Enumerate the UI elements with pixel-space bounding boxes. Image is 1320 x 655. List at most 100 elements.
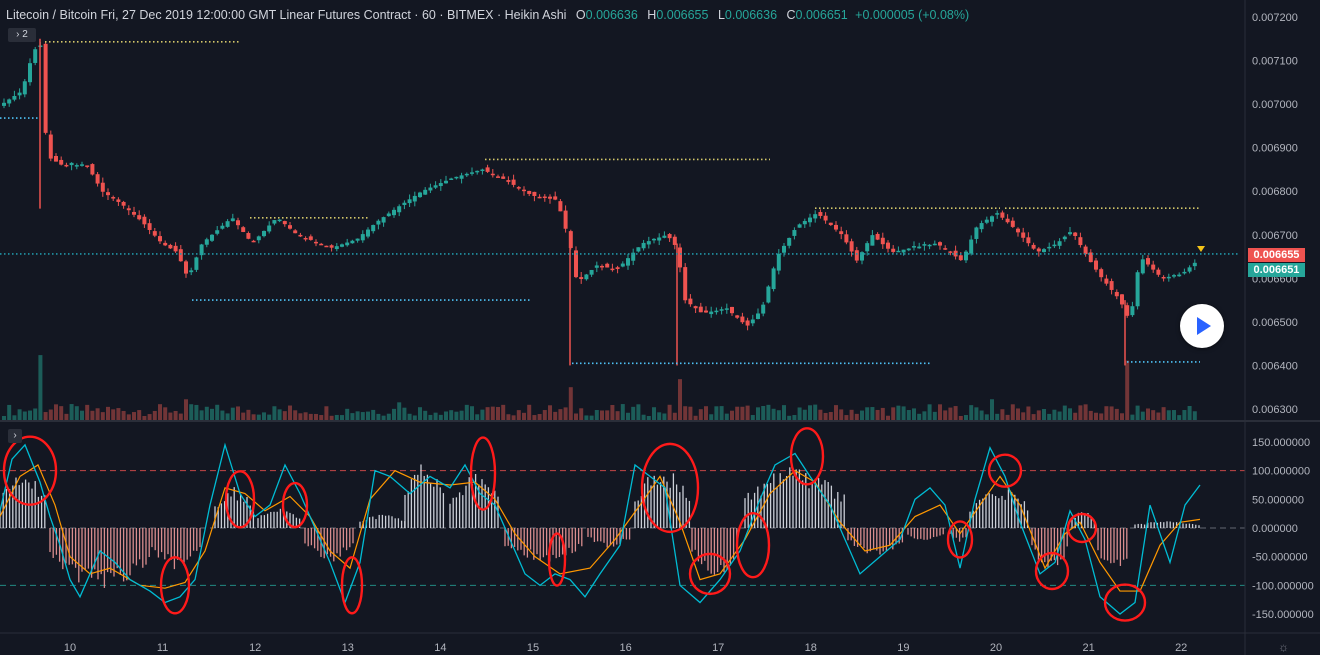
candle-body [693, 306, 698, 309]
candle-body [230, 218, 235, 222]
volume-bar [28, 410, 32, 420]
oscillator-tick-label: 0.000000 [1252, 523, 1298, 535]
gear-icon[interactable]: ☼ [1278, 640, 1289, 654]
time-tick-label: 14 [434, 642, 446, 654]
volume-bar [308, 413, 313, 420]
candle-body [901, 249, 906, 253]
candle-body [1151, 264, 1156, 270]
candle-body [558, 201, 563, 212]
volume-bar [33, 408, 38, 420]
candle-body [865, 243, 870, 252]
candle-body [381, 217, 386, 223]
volume-bar [74, 406, 79, 420]
volume-bar [345, 408, 350, 420]
candle-body [256, 236, 261, 241]
volume-bar [766, 404, 771, 420]
volume-bar [1114, 408, 1119, 420]
candle-body [298, 234, 303, 237]
volume-bar [1083, 404, 1088, 420]
price-tick-label: 0.007200 [1252, 12, 1298, 24]
candle-body [1078, 237, 1083, 246]
volume-bar [95, 408, 100, 420]
candle-body [220, 225, 225, 229]
time-tick-label: 12 [249, 642, 261, 654]
volume-bar [865, 407, 870, 420]
volume-bar [823, 412, 828, 420]
candle-body [272, 220, 277, 224]
candle-body [979, 223, 984, 230]
annotation-circle [688, 552, 732, 596]
play-icon[interactable] [1180, 304, 1224, 348]
volume-bar [178, 413, 183, 420]
volume-bar [90, 410, 95, 420]
candle-body [1140, 259, 1145, 274]
volume-bar [168, 412, 173, 420]
time-tick-label: 16 [619, 642, 631, 654]
candle-body [402, 202, 407, 206]
candle-body [371, 225, 376, 232]
candle-body [532, 191, 537, 196]
volume-bar [433, 412, 438, 420]
candle-body [1114, 291, 1119, 297]
volume-bar [121, 410, 126, 420]
volume-bar [147, 414, 152, 420]
candle-body [204, 239, 209, 245]
candle-body [215, 230, 220, 234]
candle-body [662, 235, 667, 238]
candle-body [886, 242, 890, 249]
volume-bar [288, 405, 292, 420]
volume-bar [548, 405, 552, 420]
candle-body [85, 165, 90, 167]
volume-bar [901, 406, 906, 420]
price-tick-label: 0.006400 [1252, 360, 1298, 372]
candle-body [932, 243, 937, 246]
volume-bar [54, 404, 58, 420]
candle-body [761, 304, 766, 314]
volume-bar [402, 407, 407, 420]
volume-bar [256, 414, 261, 420]
volume-bar [506, 414, 511, 420]
candle-body [7, 99, 12, 104]
time-tick-label: 17 [712, 642, 724, 654]
candle-body [1146, 258, 1150, 265]
volume-bar [418, 407, 422, 420]
volume-bar [704, 406, 708, 420]
indicators-toggle-button[interactable]: › 2 [8, 28, 36, 42]
candle-body [1052, 244, 1057, 247]
candle-body [984, 219, 989, 223]
time-tick-label: 18 [805, 642, 817, 654]
volume-bar [1031, 414, 1036, 420]
volume-bar [1146, 408, 1150, 420]
volume-bar [672, 412, 677, 420]
volume-bar [142, 415, 147, 420]
candle-body [147, 223, 152, 230]
candle-body [1005, 218, 1010, 223]
candle-body [917, 246, 922, 249]
candle-body [194, 257, 199, 270]
candle-body [251, 240, 256, 243]
volume-bar [496, 406, 500, 420]
candle-body [688, 298, 693, 305]
oscillator-expand-button[interactable]: › [8, 429, 22, 443]
volume-bar [964, 415, 968, 420]
oscillator-tick-label: 150.000000 [1252, 437, 1310, 449]
candle-body [849, 241, 854, 252]
volume-bar [709, 414, 714, 420]
volume-bar [1000, 409, 1005, 420]
candle-body [33, 49, 38, 63]
volume-bar [262, 412, 266, 420]
volume-bar [272, 406, 277, 420]
candle-body [288, 225, 292, 229]
volume-bar [787, 415, 792, 420]
volume-bar [563, 407, 568, 420]
volume-bar [1099, 413, 1104, 420]
candle-body [59, 159, 64, 165]
volume-bar [860, 410, 864, 420]
time-tick-label: 21 [1082, 642, 1094, 654]
change-value: +0.000005 (+0.08%) [855, 8, 970, 22]
candle-body [490, 173, 495, 176]
volume-bar [574, 413, 578, 420]
volume-bar [215, 404, 220, 420]
